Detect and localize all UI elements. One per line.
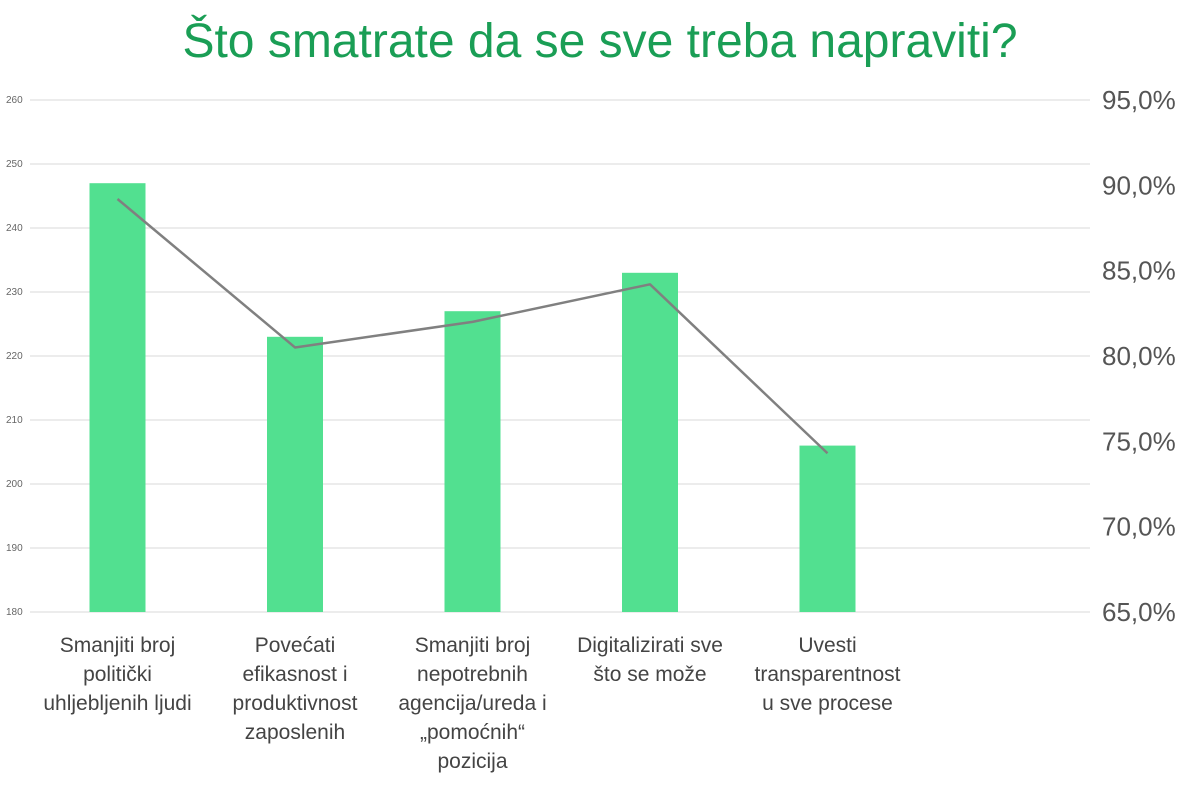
left-tick-label: 240	[6, 223, 23, 234]
bar	[89, 183, 146, 612]
right-tick-label: 80,0%	[1102, 341, 1176, 371]
left-tick-label: 210	[6, 415, 23, 426]
right-tick-label: 75,0%	[1102, 426, 1176, 456]
category-label: Digitalizirati sve što se može	[577, 634, 723, 686]
category-label: Smanjiti broj politički uhljebljenih ljudi	[43, 634, 191, 715]
bar	[267, 336, 323, 612]
bars	[89, 183, 856, 612]
chart-title: Što smatrate da se sve treba napraviti?	[182, 15, 1018, 68]
line-series-path	[116, 198, 829, 455]
right-tick-label: 90,0%	[1102, 170, 1176, 200]
right-tick-label: 85,0%	[1102, 256, 1176, 286]
category-label: Povećati efikasnost i produktivnost zaposle…	[233, 634, 358, 744]
right-tick-label: 70,0%	[1102, 512, 1176, 542]
left-tick-label: 190	[6, 543, 23, 554]
category-label: Smanjiti broj nepotrebnih agencija/ureda i…	[398, 634, 546, 773]
right-tick-label: 65,0%	[1102, 597, 1176, 627]
bar	[622, 272, 678, 612]
category-label: Uvesti transparentnost u sve procese	[755, 634, 901, 715]
line-series	[116, 198, 829, 455]
left-tick-label: 250	[6, 159, 23, 170]
left-tick-label: 220	[6, 351, 23, 362]
left-tick-label: 230	[6, 287, 23, 298]
category-labels: Smanjiti broj politički uhljebljenih ljudi…	[43, 634, 900, 773]
right-tick-label: 95,0%	[1102, 85, 1176, 115]
gridlines	[30, 99, 1090, 613]
bar	[799, 445, 856, 612]
left-tick-label: 180	[6, 607, 23, 618]
left-axis-ticks: 180 190 200 210 220 230 240 250 260	[6, 95, 23, 618]
right-axis-ticks: 65,0% 70,0% 75,0% 80,0% 85,0% 90,0% 95,0%	[1102, 85, 1176, 627]
bar	[444, 311, 501, 612]
left-tick-label: 200	[6, 479, 23, 490]
left-tick-label: 260	[6, 95, 23, 106]
